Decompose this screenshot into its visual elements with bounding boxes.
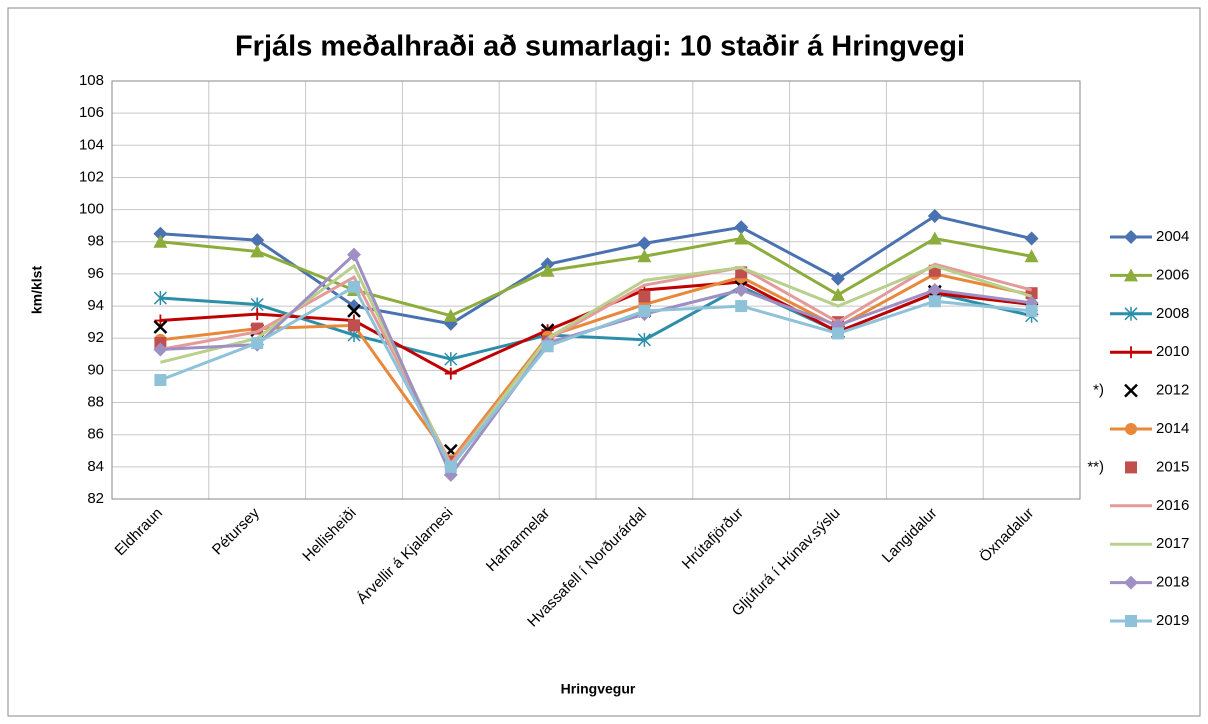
series-line [160, 236, 1032, 318]
chart-border [7, 7, 1201, 717]
y-tick-label: 92 [87, 329, 104, 346]
marker [927, 209, 942, 224]
y-tick-label: 88 [87, 394, 104, 411]
y-tick-label: 100 [79, 201, 104, 218]
marker [251, 337, 264, 350]
legend-label: 2017 [1156, 535, 1189, 552]
marker [444, 352, 458, 367]
marker [927, 231, 942, 245]
series-line [160, 262, 1032, 467]
marker [1125, 461, 1137, 474]
y-axis-label: km/klst [29, 266, 45, 315]
marker [1124, 306, 1138, 321]
y-tick-label: 102 [79, 168, 104, 185]
marker [153, 291, 167, 306]
marker [637, 332, 651, 347]
marker [153, 320, 168, 334]
plot-border [111, 80, 1081, 500]
legend-label: 2014 [1156, 420, 1189, 437]
legend-label: 2012 [1156, 382, 1189, 399]
y-tick-label: 104 [79, 136, 104, 153]
marker [153, 226, 168, 241]
marker [831, 271, 845, 286]
marker [1125, 615, 1137, 627]
series-line [160, 214, 1032, 326]
series-line [160, 272, 1032, 463]
marker [1024, 249, 1039, 263]
marker [444, 367, 457, 380]
y-tick-label: 90 [87, 361, 104, 378]
marker [1025, 304, 1038, 317]
marker [153, 342, 168, 357]
marker [1124, 575, 1138, 590]
marker [348, 280, 360, 293]
y-tick-label: 106 [79, 104, 104, 121]
marker [637, 236, 652, 251]
legend-label: 2004 [1156, 228, 1189, 245]
legend-label: 2010 [1156, 343, 1189, 360]
marker [1125, 423, 1137, 435]
legend-label: 2016 [1156, 497, 1189, 514]
marker [540, 263, 555, 277]
marker [1125, 346, 1137, 359]
legend-label: 2018 [1156, 574, 1189, 591]
marker [734, 220, 749, 235]
y-tick-label: 98 [87, 233, 104, 250]
marker [444, 460, 457, 473]
x-axis-label: Hringvegur [561, 681, 636, 697]
y-tick-label: 82 [87, 490, 104, 507]
marker [734, 283, 749, 297]
chart-title: Frjáls meðalhraði að sumarlagi: 10 staði… [235, 31, 965, 63]
legend-note: *) [1093, 382, 1104, 399]
marker [637, 249, 652, 263]
marker [154, 374, 167, 387]
legend-label: 2015 [1156, 458, 1189, 475]
marker [1024, 231, 1039, 246]
y-tick-label: 94 [87, 297, 104, 314]
marker [735, 300, 748, 313]
marker [251, 308, 264, 321]
y-tick-label: 108 [79, 72, 104, 89]
marker [928, 295, 941, 308]
series-line [160, 263, 1033, 470]
legend-label: 2008 [1156, 305, 1189, 322]
marker [348, 319, 360, 332]
legend-label: 2019 [1156, 612, 1189, 629]
legend-label: 2006 [1156, 266, 1189, 283]
marker [832, 327, 844, 340]
marker [250, 244, 265, 258]
marker [153, 234, 168, 248]
y-tick-label: 96 [87, 265, 104, 282]
marker [638, 290, 651, 303]
marker [638, 304, 651, 317]
marker [154, 314, 167, 327]
series-line [159, 284, 1032, 470]
marker [1124, 230, 1138, 244]
marker [927, 283, 942, 297]
marker [250, 233, 265, 248]
marker [347, 304, 361, 318]
marker [1124, 383, 1138, 398]
marker [734, 231, 749, 245]
marker [541, 340, 554, 353]
marker [347, 299, 361, 314]
marker [443, 308, 458, 322]
legend-note: **) [1087, 458, 1104, 475]
marker [831, 287, 845, 301]
marker [1124, 268, 1138, 282]
y-tick-label: 84 [87, 458, 104, 475]
marker [347, 247, 361, 262]
y-tick-label: 86 [87, 426, 104, 443]
